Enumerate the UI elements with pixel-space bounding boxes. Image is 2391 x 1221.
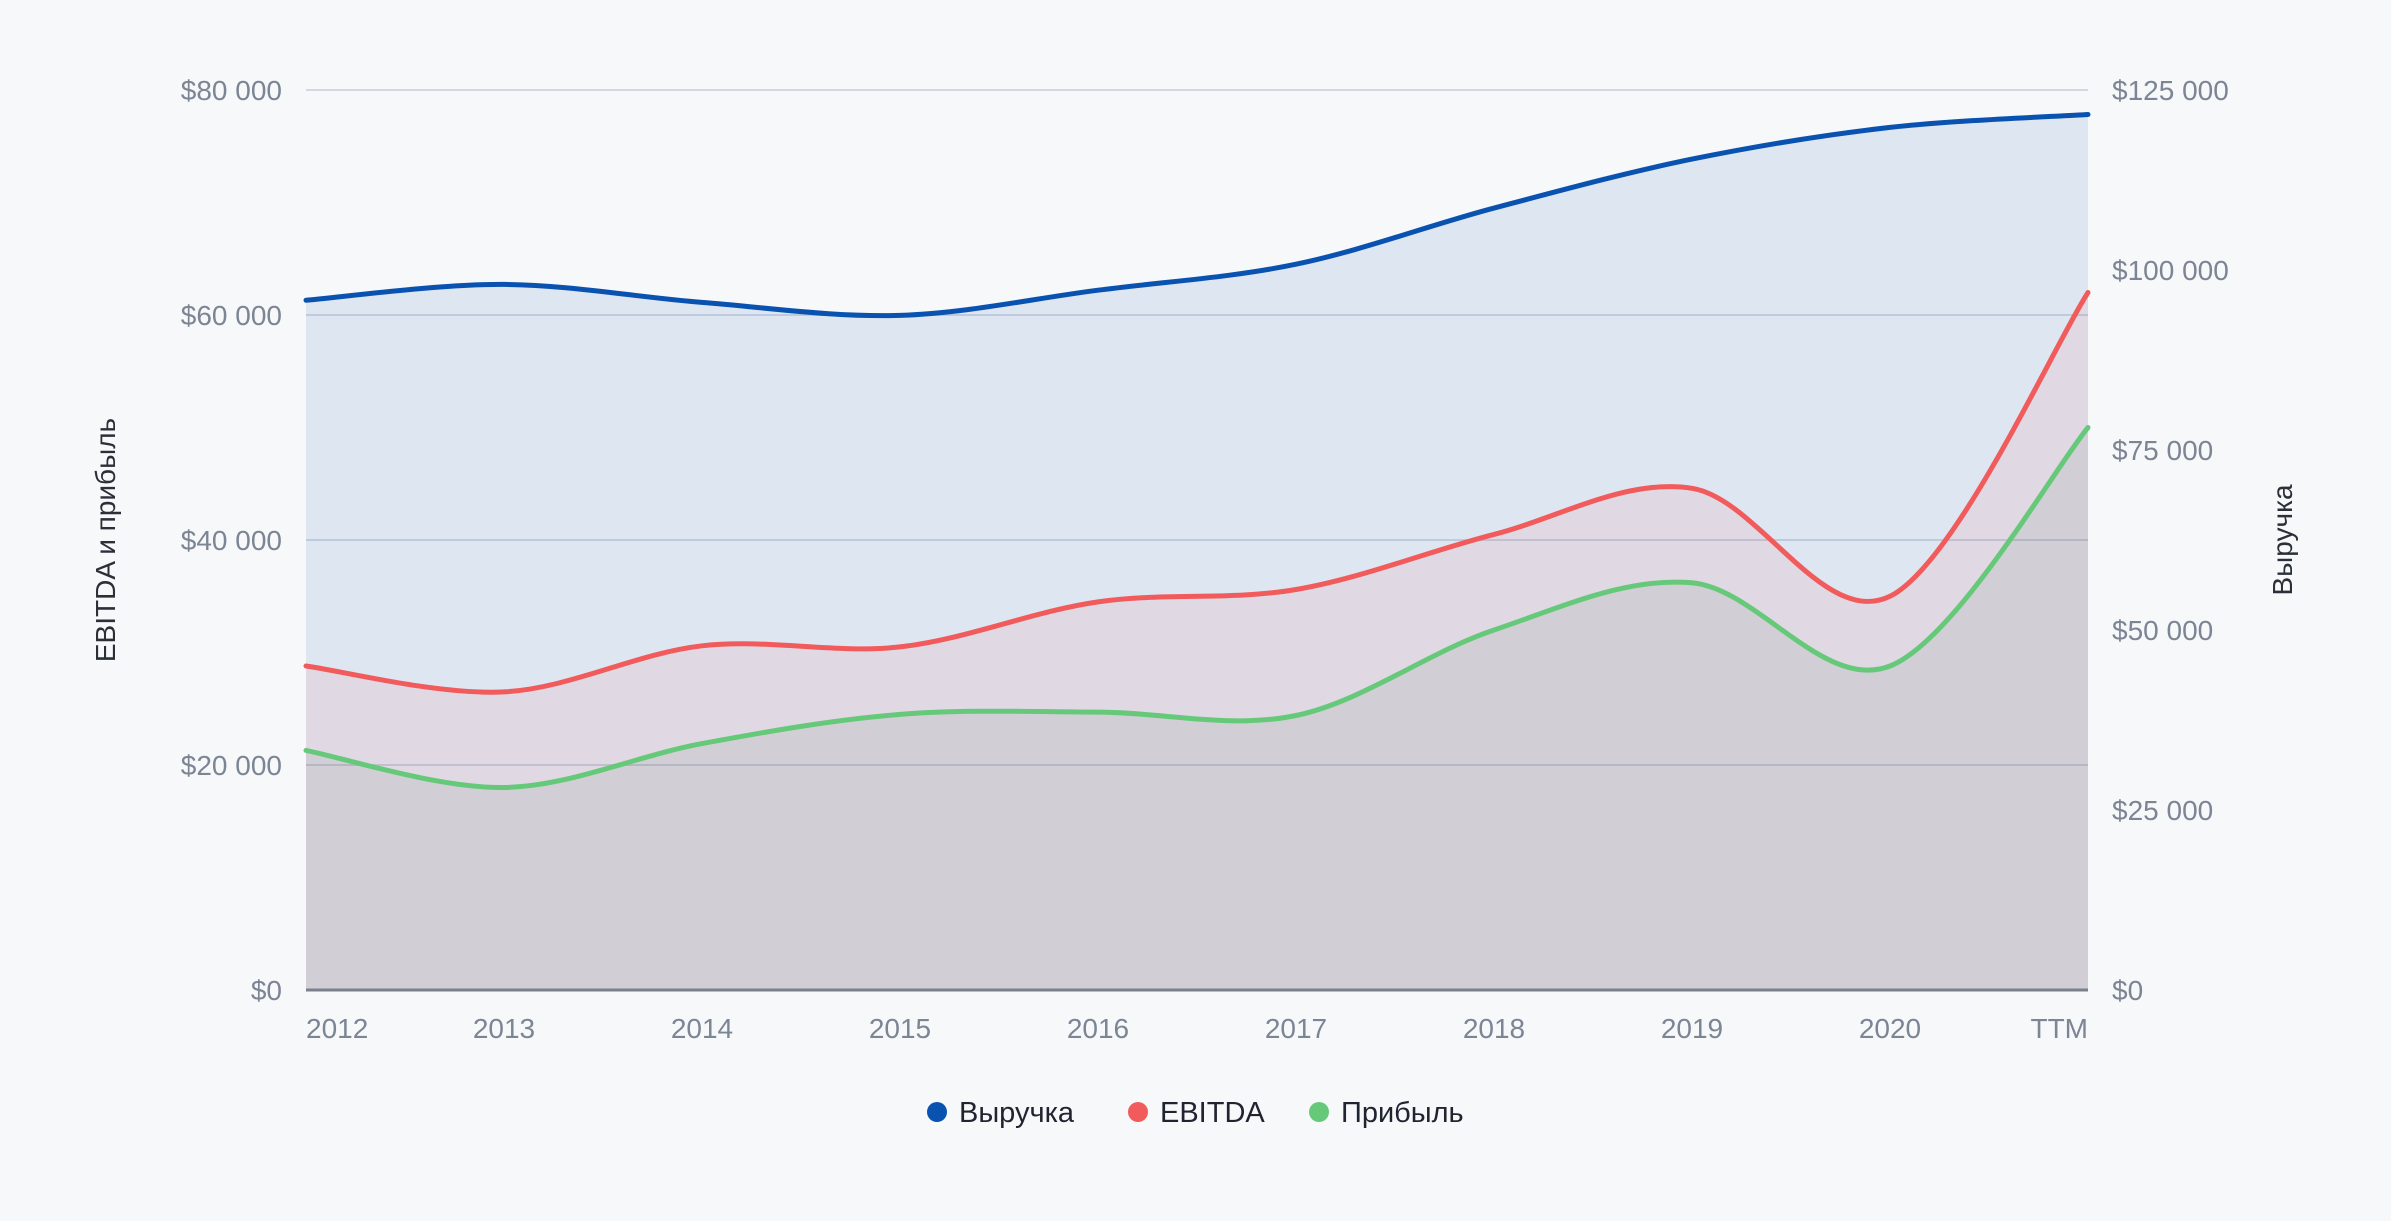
right-axis-ticks: $0 $25 000 $50 000 $75 000 $100 000 $125 000 bbox=[2112, 75, 2229, 1006]
legend-label: Выручка bbox=[959, 1097, 1075, 1129]
right-axis-title: Выручка bbox=[2267, 484, 2298, 596]
x-tick-label: 2018 bbox=[1463, 1013, 1525, 1044]
legend-label: Прибыль bbox=[1341, 1097, 1464, 1129]
area-series-0 bbox=[306, 114, 2088, 990]
legend-marker bbox=[1128, 1102, 1148, 1122]
left-tick-label: $40 000 bbox=[181, 525, 282, 556]
right-tick-label: $125 000 bbox=[2112, 75, 2229, 106]
x-tick-label: 2014 bbox=[671, 1013, 733, 1044]
legend-marker bbox=[927, 1102, 947, 1122]
x-tick-label: 2013 bbox=[473, 1013, 535, 1044]
x-tick-label: 2016 bbox=[1067, 1013, 1129, 1044]
x-axis-ticks: 2012 2013 2014 2015 2016 2017 2018 2019 2020 TTM bbox=[306, 1013, 2088, 1044]
legend: Выручка EBITDA Прибыль bbox=[927, 1097, 1464, 1129]
series-lines bbox=[303, 112, 2091, 791]
right-tick-label: $0 bbox=[2112, 975, 2143, 1006]
left-axis-title: EBITDA и прибыль bbox=[90, 418, 121, 662]
legend-marker bbox=[1309, 1102, 1329, 1122]
x-tick-label: TTM bbox=[2030, 1013, 2088, 1044]
legend-label: EBITDA bbox=[1160, 1097, 1265, 1129]
x-tick-label: 2015 bbox=[869, 1013, 931, 1044]
right-tick-label: $25 000 bbox=[2112, 795, 2213, 826]
left-tick-label: $80 000 bbox=[181, 75, 282, 106]
x-tick-label: 2017 bbox=[1265, 1013, 1327, 1044]
line-series-2 bbox=[303, 425, 2091, 791]
left-tick-label: $60 000 bbox=[181, 300, 282, 331]
right-tick-label: $75 000 bbox=[2112, 435, 2213, 466]
left-axis-ticks: $0 $20 000 $40 000 $60 000 $80 000 bbox=[181, 75, 282, 1006]
right-tick-label: $50 000 bbox=[2112, 615, 2213, 646]
x-tick-label: 2012 bbox=[306, 1013, 368, 1044]
left-tick-label: $0 bbox=[251, 975, 282, 1006]
series-areas bbox=[306, 114, 2088, 990]
x-tick-label: 2019 bbox=[1661, 1013, 1723, 1044]
line-series-1 bbox=[303, 290, 2091, 695]
right-tick-label: $100 000 bbox=[2112, 255, 2229, 286]
grid-lines bbox=[306, 89, 2088, 766]
line-series-0 bbox=[303, 112, 2091, 319]
left-tick-label: $20 000 bbox=[181, 750, 282, 781]
area-series-2 bbox=[306, 427, 2088, 990]
area-series-1 bbox=[306, 292, 2088, 990]
x-tick-label: 2020 bbox=[1859, 1013, 1921, 1044]
